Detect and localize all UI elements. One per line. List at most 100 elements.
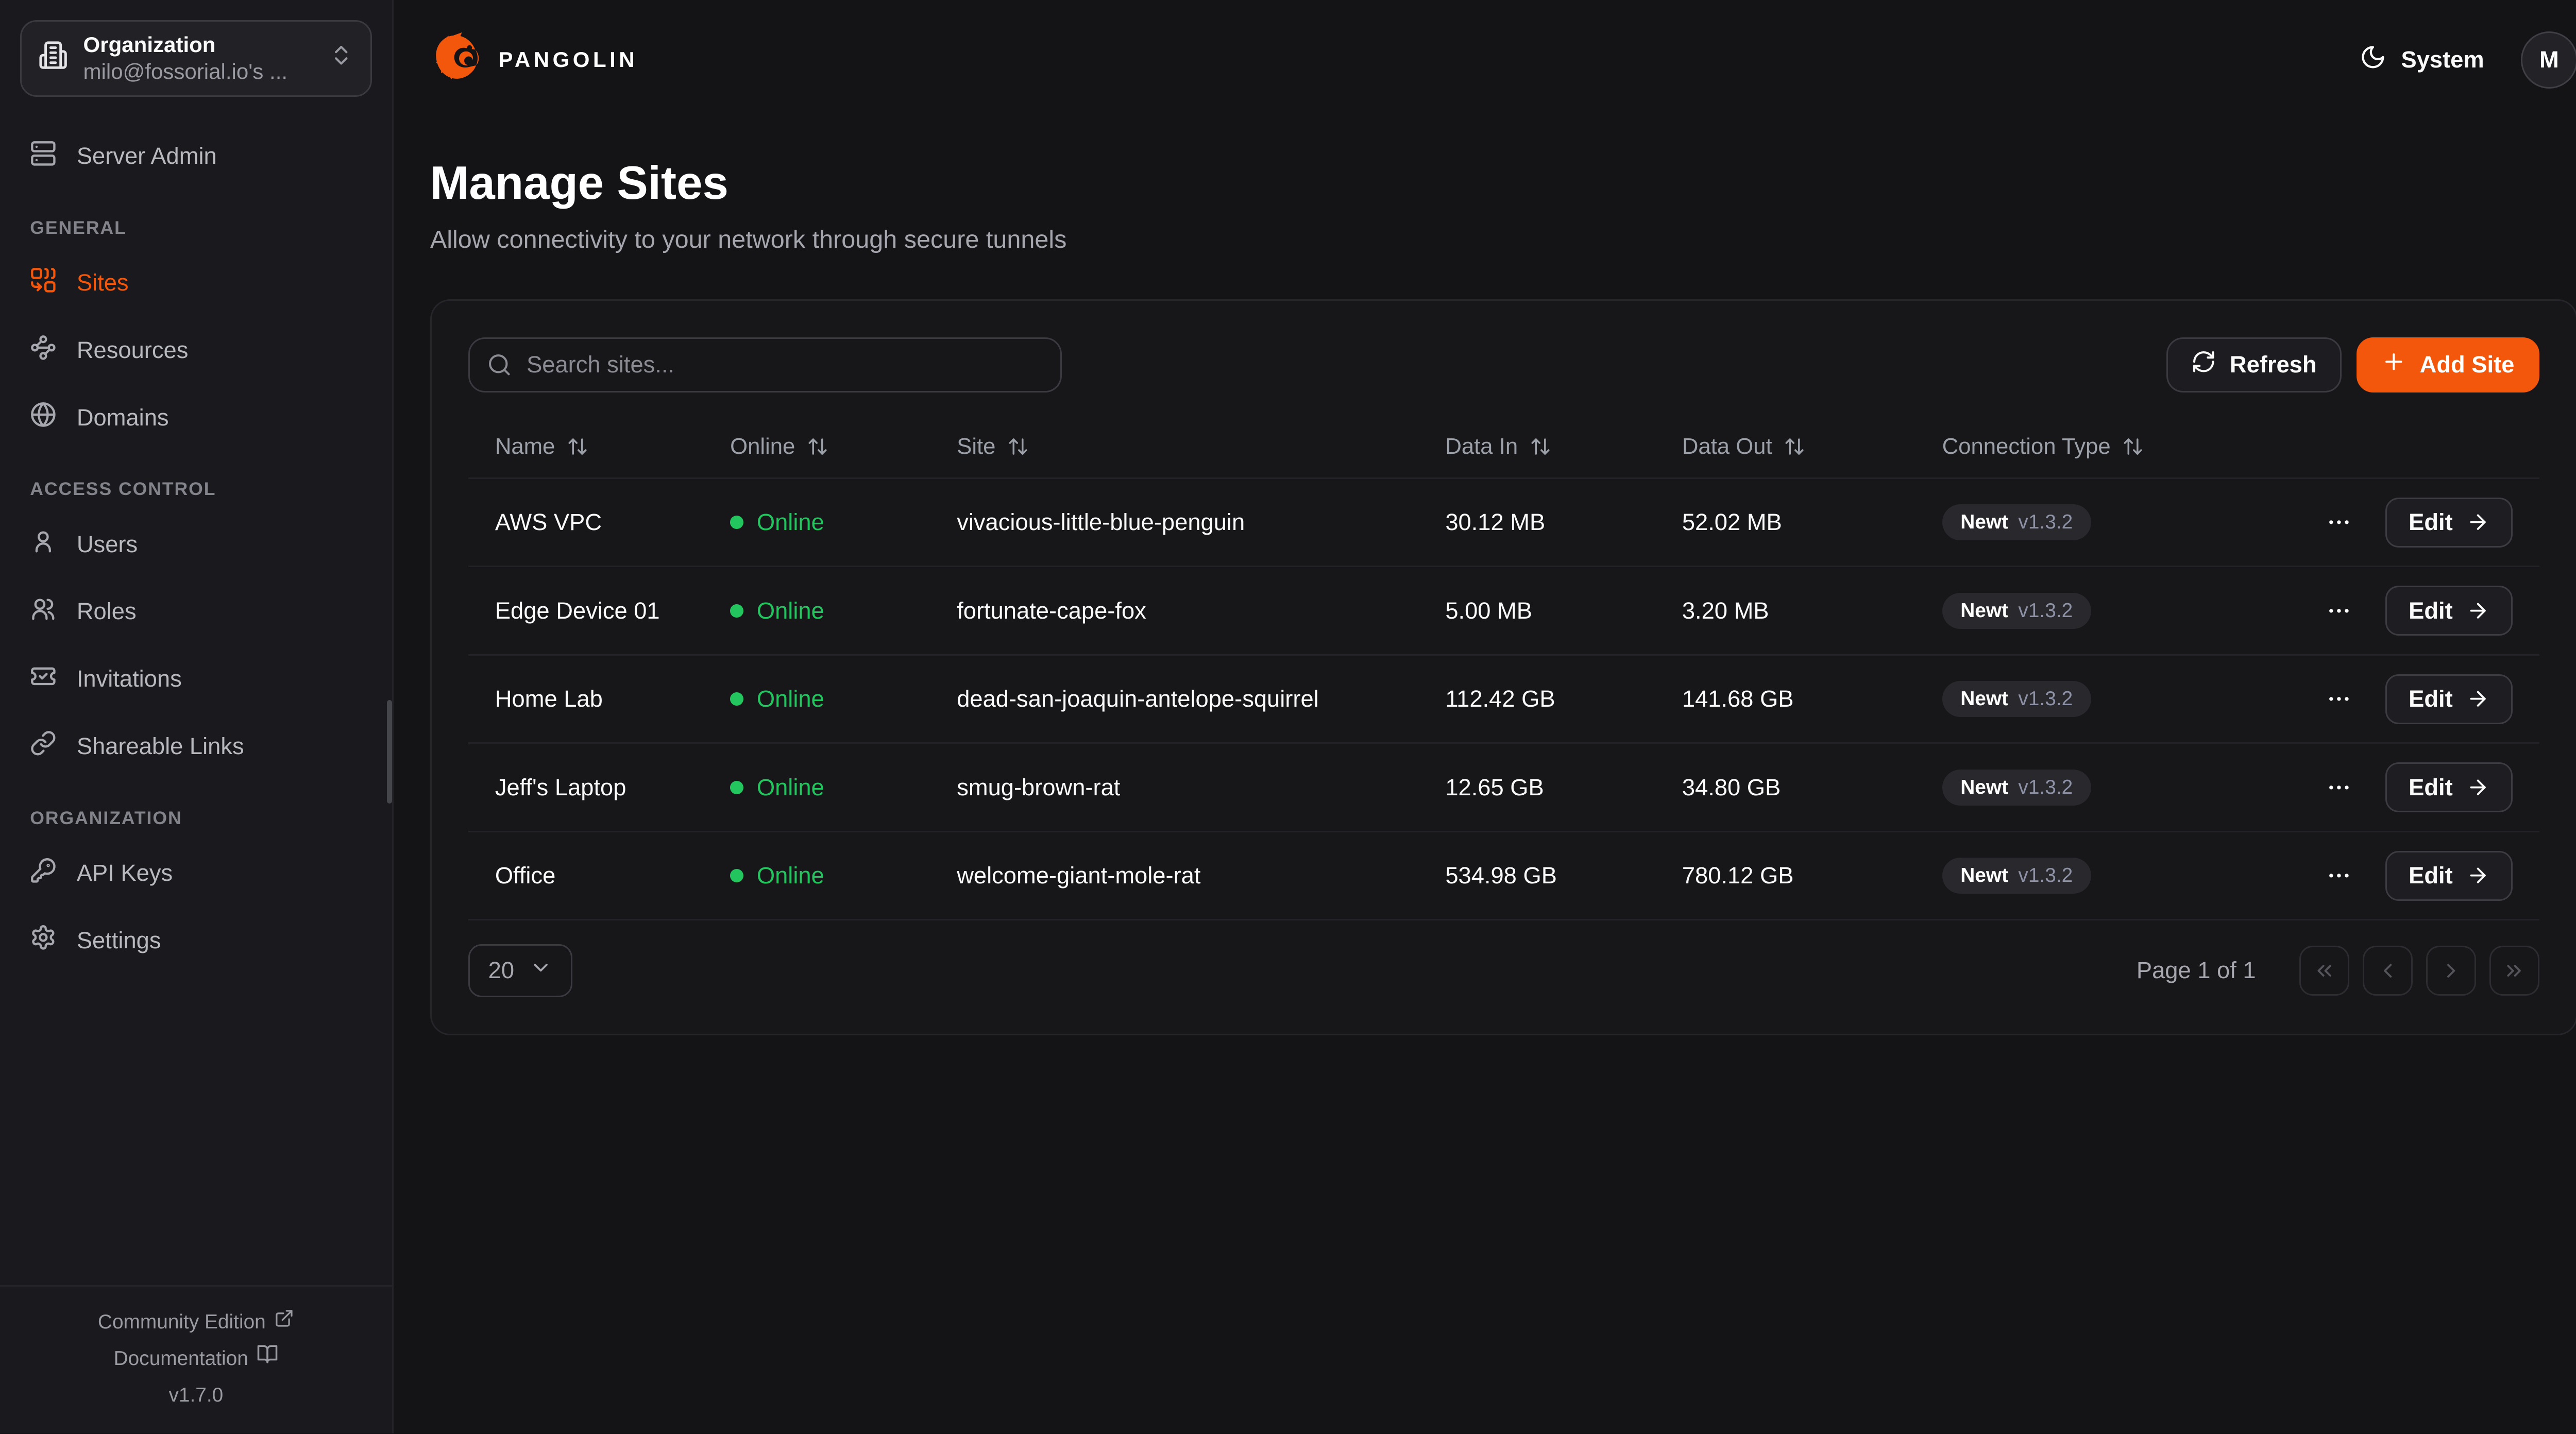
ticket-check-icon xyxy=(30,663,57,695)
edit-button[interactable]: Edit xyxy=(2385,497,2513,548)
edit-button[interactable]: Edit xyxy=(2385,674,2513,724)
sidebar-scrollbar-thumb[interactable] xyxy=(386,700,392,804)
chevrons-up-down-icon xyxy=(329,43,354,74)
ellipsis-icon xyxy=(2329,608,2349,613)
table-row: Jeff's Laptop Online smug-brown-rat 12.6… xyxy=(468,744,2539,832)
sidebar-item-shareable-links[interactable]: Shareable Links xyxy=(20,720,372,773)
connection-name: Newt xyxy=(1960,776,2009,798)
sidebar-item-invitations[interactable]: Invitations xyxy=(20,653,372,705)
connection-badge: Newt v1.3.2 xyxy=(1942,592,2091,629)
sidebar-item-resources[interactable]: Resources xyxy=(20,324,372,377)
data-out-cell: 52.02 MB xyxy=(1682,509,1782,536)
connection-version: v1.3.2 xyxy=(2018,776,2073,798)
community-edition-link[interactable]: Community Edition xyxy=(13,1304,379,1340)
sidebar-section-general: GENERAL xyxy=(30,217,127,238)
online-status-cell: Online xyxy=(730,862,957,889)
site-slug-cell: smug-brown-rat xyxy=(957,774,1121,800)
connection-type-cell: Newt v1.3.2 xyxy=(1942,592,2236,629)
row-menu-button[interactable] xyxy=(2319,502,2359,542)
page-title: Manage Sites xyxy=(430,157,728,210)
online-label: Online xyxy=(756,597,824,624)
external-link-icon xyxy=(274,1304,294,1340)
search-icon xyxy=(488,354,510,375)
search-input[interactable] xyxy=(468,337,1062,392)
top-right-controls: System M xyxy=(2360,31,2576,89)
sort-icon xyxy=(568,438,587,455)
table-row: Edge Device 01 Online fortunate-cape-fox… xyxy=(468,567,2539,656)
connection-name: Newt xyxy=(1960,599,2009,622)
sidebar-item-label: Invitations xyxy=(76,665,182,692)
column-header-data-out[interactable]: Data Out xyxy=(1682,434,1942,459)
first-page-button[interactable] xyxy=(2299,945,2349,996)
data-out-cell: 3.20 MB xyxy=(1682,597,1769,624)
sidebar-item-settings[interactable]: Settings xyxy=(20,914,372,967)
org-switcher[interactable]: Organization milo@fossorial.io's ... xyxy=(20,20,372,97)
online-dot xyxy=(730,780,743,794)
sidebar-item-domains[interactable]: Domains xyxy=(20,391,372,444)
sidebar-item-label: Server Admin xyxy=(76,143,217,169)
table-header-row: Name Online Site Data In Data Out Connec… xyxy=(468,416,2539,479)
column-header-connection-type[interactable]: Connection Type xyxy=(1942,434,2236,459)
previous-page-button[interactable] xyxy=(2362,945,2413,996)
column-header-online[interactable]: Online xyxy=(730,434,957,459)
online-dot xyxy=(730,604,743,618)
refresh-button[interactable]: Refresh xyxy=(2166,337,2342,392)
server-icon xyxy=(30,140,57,173)
connection-badge: Newt v1.3.2 xyxy=(1942,681,2091,718)
sidebar-item-server-admin[interactable]: Server Admin xyxy=(20,130,372,182)
edit-button[interactable]: Edit xyxy=(2385,762,2513,813)
column-header-name[interactable]: Name xyxy=(495,434,730,459)
sidebar-item-api-keys[interactable]: API Keys xyxy=(20,847,372,899)
edit-button[interactable]: Edit xyxy=(2385,586,2513,636)
sidebar-item-users[interactable]: Users xyxy=(20,518,372,571)
pangolin-logo-icon xyxy=(430,30,484,90)
card-footer: 20 Page 1 of 1 xyxy=(468,944,2539,998)
online-label: Online xyxy=(756,774,824,800)
plus-icon xyxy=(2381,349,2406,380)
sidebar: Organization milo@fossorial.io's ... Ser… xyxy=(0,0,394,1433)
pagination-buttons xyxy=(2299,945,2539,996)
connection-type-cell: Newt v1.3.2 xyxy=(1942,858,2236,894)
theme-toggle[interactable]: System xyxy=(2360,44,2484,76)
add-site-button[interactable]: Add Site xyxy=(2356,337,2539,392)
online-status-cell: Online xyxy=(730,774,957,801)
brand-logo[interactable]: PANGOLIN xyxy=(430,30,638,90)
row-menu-button[interactable] xyxy=(2319,679,2359,719)
connection-badge: Newt v1.3.2 xyxy=(1942,858,2091,894)
edit-label: Edit xyxy=(2409,686,2453,712)
sidebar-item-label: API Keys xyxy=(76,859,173,886)
page-size-value: 20 xyxy=(488,957,515,984)
edit-button[interactable]: Edit xyxy=(2385,850,2513,901)
avatar[interactable]: M xyxy=(2520,31,2576,89)
column-header-data-in[interactable]: Data In xyxy=(1445,434,1682,459)
sidebar-item-sites[interactable]: Sites xyxy=(20,257,372,310)
online-label: Online xyxy=(756,509,824,536)
sort-icon xyxy=(1785,438,1804,455)
sidebar-item-roles[interactable]: Roles xyxy=(20,586,372,638)
connection-name: Newt xyxy=(1960,864,2009,887)
ellipsis-icon xyxy=(2329,520,2349,524)
site-slug-cell: fortunate-cape-fox xyxy=(957,597,1146,624)
add-site-label: Add Site xyxy=(2419,351,2515,378)
book-open-icon xyxy=(257,1340,278,1377)
online-status-cell: Online xyxy=(730,598,957,624)
column-header-site[interactable]: Site xyxy=(957,434,1445,459)
row-actions: Edit xyxy=(2235,674,2513,724)
connection-version: v1.3.2 xyxy=(2018,864,2073,887)
online-dot xyxy=(730,692,743,706)
page-size-select[interactable]: 20 xyxy=(468,944,573,998)
next-page-button[interactable] xyxy=(2426,945,2476,996)
documentation-link[interactable]: Documentation xyxy=(13,1340,379,1377)
sidebar-item-label: Settings xyxy=(76,927,161,953)
row-menu-button[interactable] xyxy=(2319,856,2359,896)
connection-name: Newt xyxy=(1960,688,2009,710)
row-menu-button[interactable] xyxy=(2319,591,2359,631)
last-page-button[interactable] xyxy=(2489,945,2539,996)
arrow-right-icon xyxy=(2470,603,2486,619)
site-slug-cell: dead-san-joaquin-antelope-squirrel xyxy=(957,686,1319,712)
online-status-cell: Online xyxy=(730,509,957,536)
org-switcher-label: Organization xyxy=(83,32,216,57)
row-menu-button[interactable] xyxy=(2319,767,2359,808)
org-switcher-text: Organization milo@fossorial.io's ... xyxy=(83,31,314,86)
